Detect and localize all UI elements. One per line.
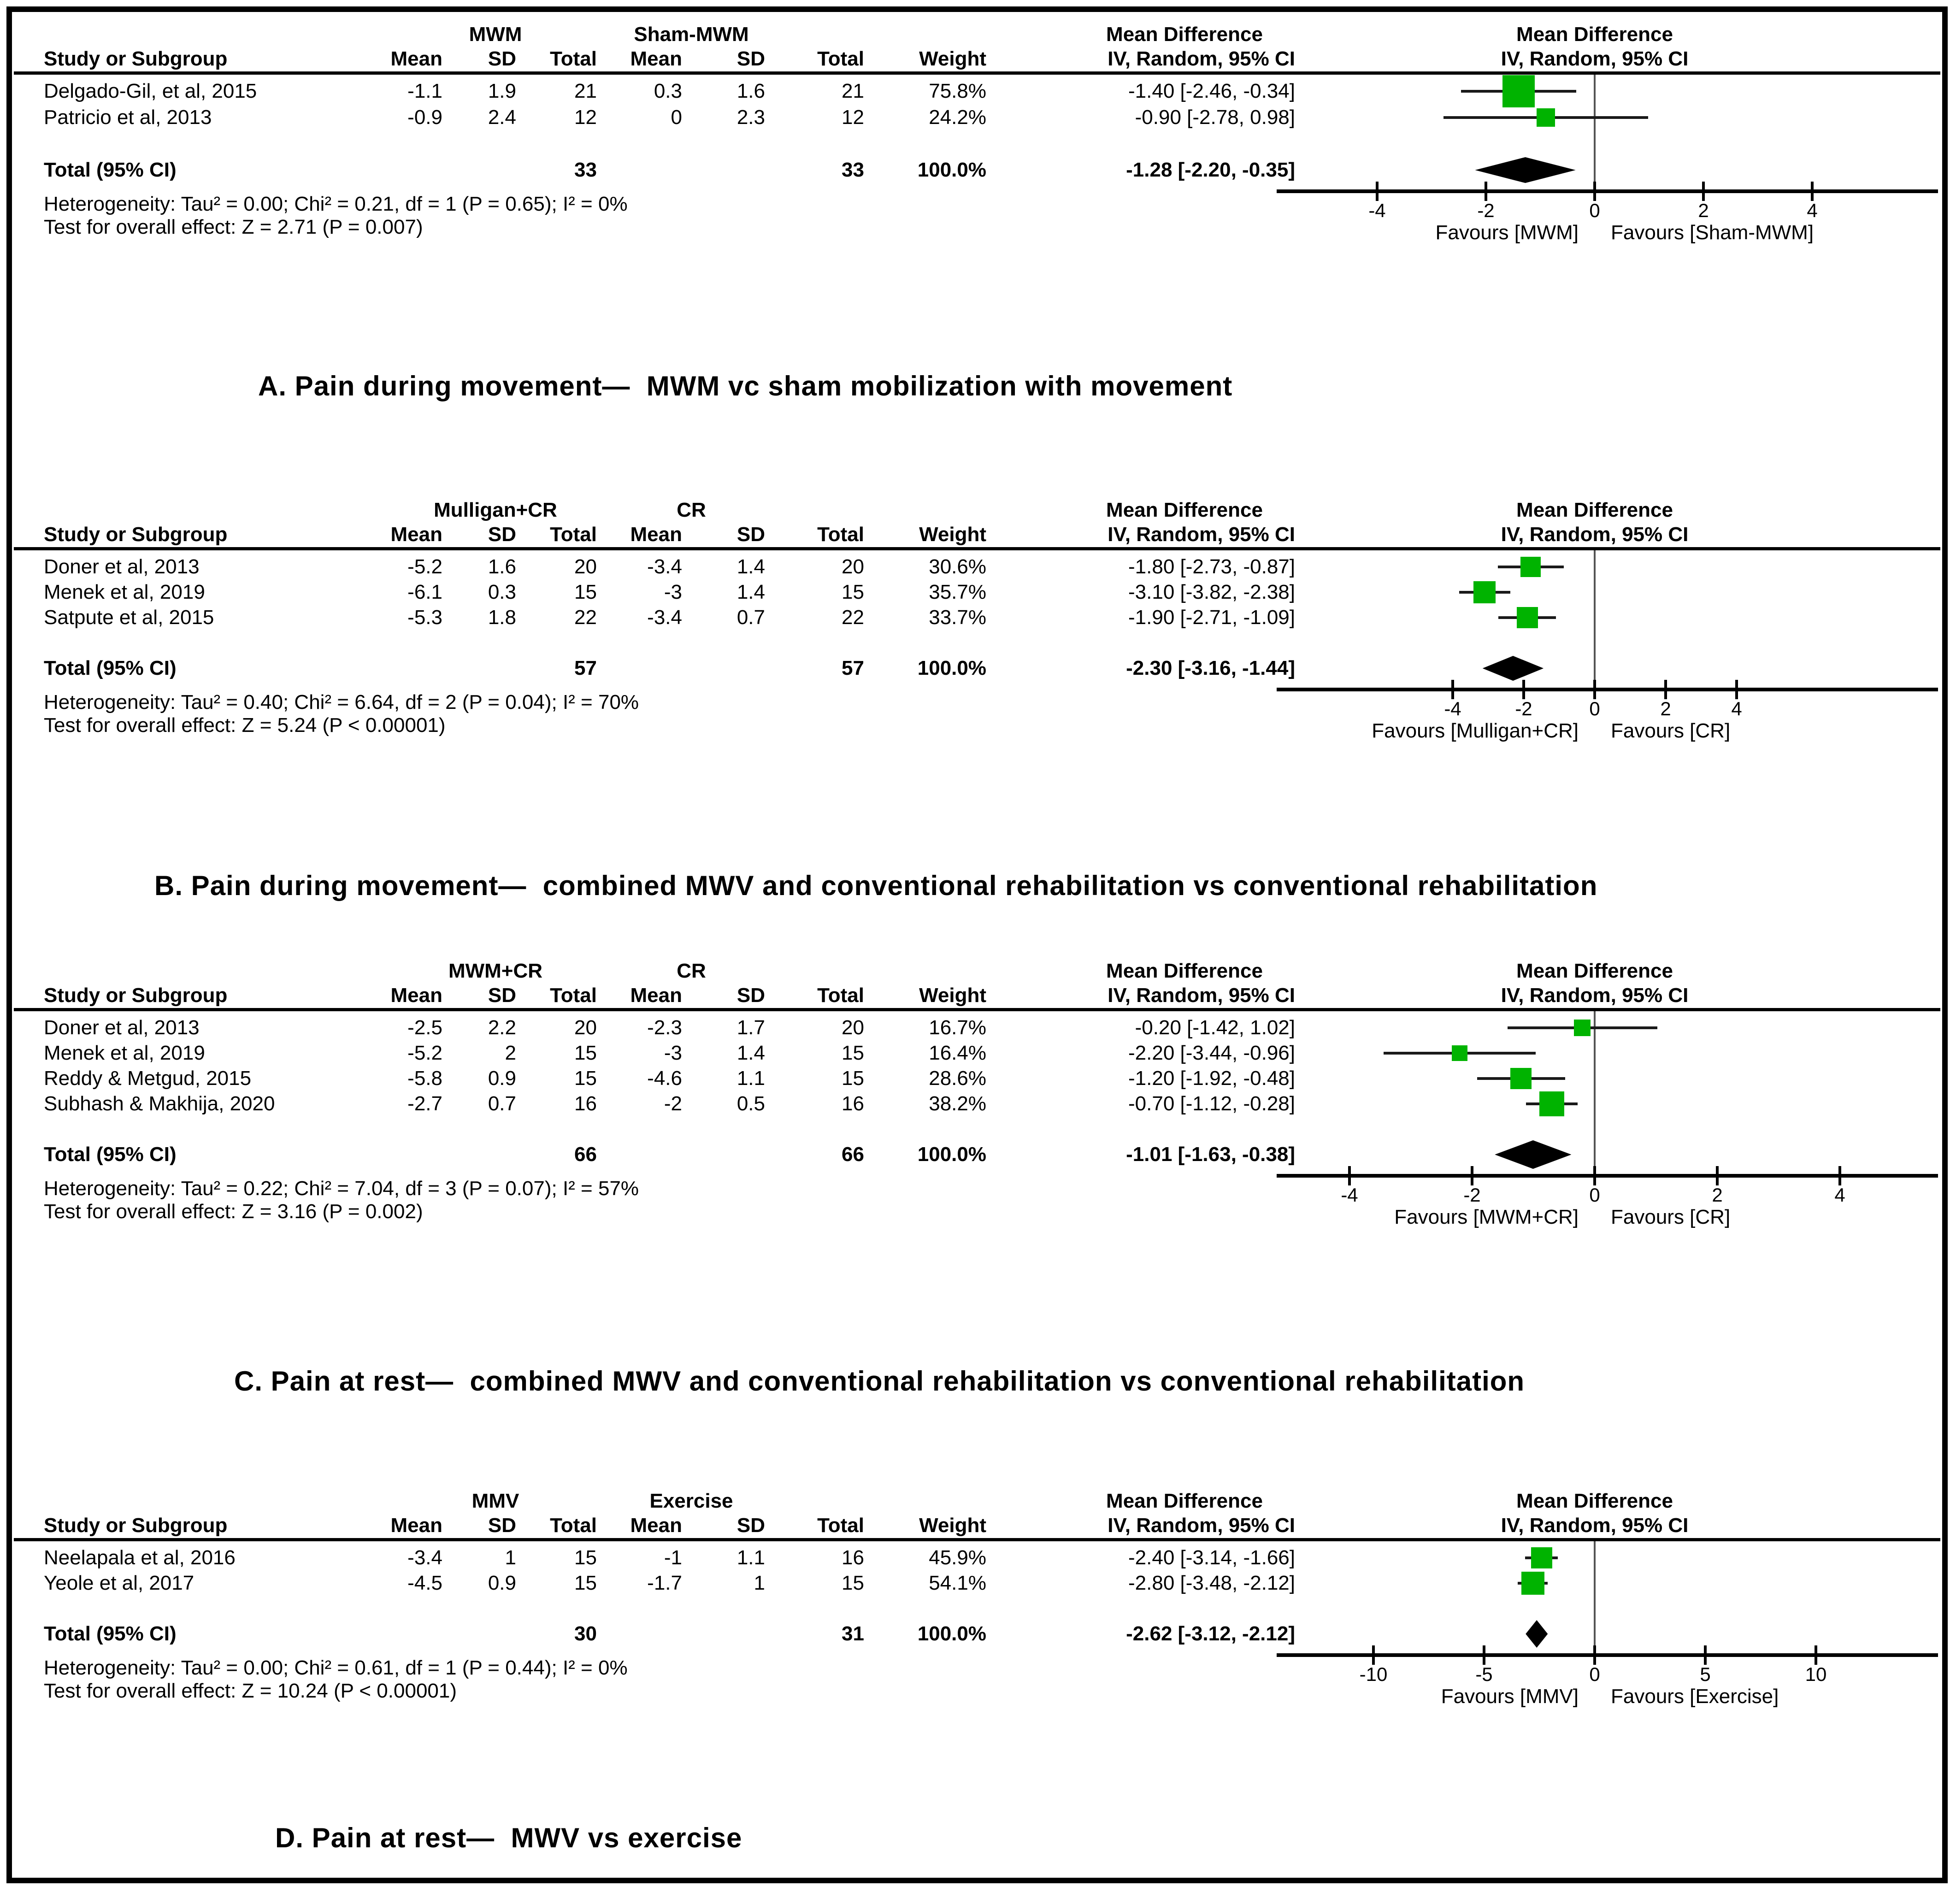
figure-border <box>6 6 1948 1883</box>
